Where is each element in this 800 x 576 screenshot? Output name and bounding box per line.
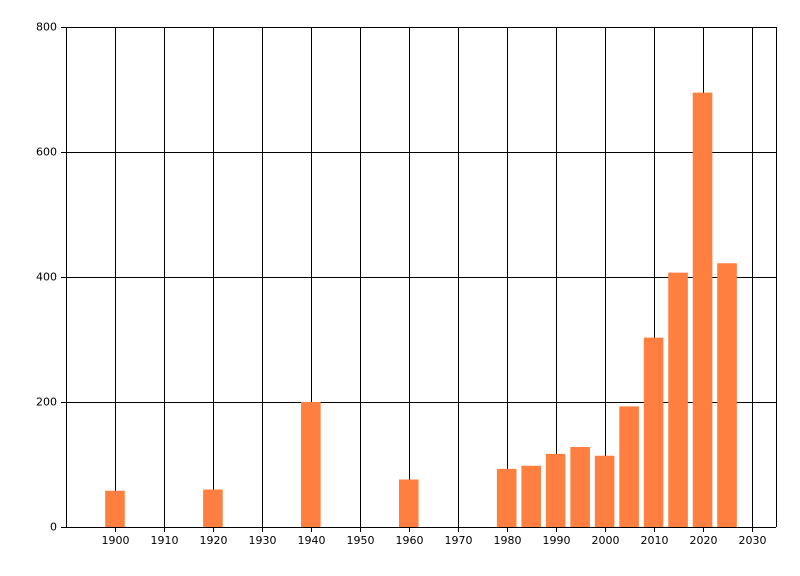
bar — [398, 479, 419, 527]
bar — [594, 455, 615, 527]
bar — [619, 406, 639, 527]
y-tick-label: 800 — [36, 21, 57, 34]
x-tick-label: 1910 — [151, 534, 179, 547]
y-tick-label: 0 — [50, 521, 57, 534]
bar — [545, 453, 566, 527]
x-tick-label: 1920 — [200, 534, 228, 547]
y-tick-label: 200 — [36, 396, 57, 409]
x-tick-label: 2020 — [690, 534, 718, 547]
bar — [301, 402, 321, 527]
bar — [105, 490, 125, 527]
bar — [570, 447, 590, 527]
y-tick-label: 600 — [36, 146, 57, 159]
y-tick-label: 400 — [36, 271, 57, 284]
x-tick-label: 1960 — [396, 534, 424, 547]
x-tick-label: 2030 — [739, 534, 767, 547]
x-tick-label: 1940 — [298, 534, 326, 547]
x-tick-label: 1950 — [347, 534, 375, 547]
bar — [521, 465, 541, 527]
bar — [203, 489, 223, 527]
x-tick-label: 1970 — [445, 534, 473, 547]
bar — [643, 337, 664, 527]
bar — [692, 92, 713, 527]
x-tick-label: 2000 — [592, 534, 620, 547]
x-tick-label: 1990 — [543, 534, 571, 547]
bar — [717, 263, 737, 527]
x-tick-label: 1900 — [102, 534, 130, 547]
x-tick-label: 2010 — [641, 534, 669, 547]
x-tick-label: 1930 — [249, 534, 277, 547]
x-tick-label: 1980 — [494, 534, 522, 547]
bar — [668, 272, 688, 527]
bar — [496, 468, 517, 527]
